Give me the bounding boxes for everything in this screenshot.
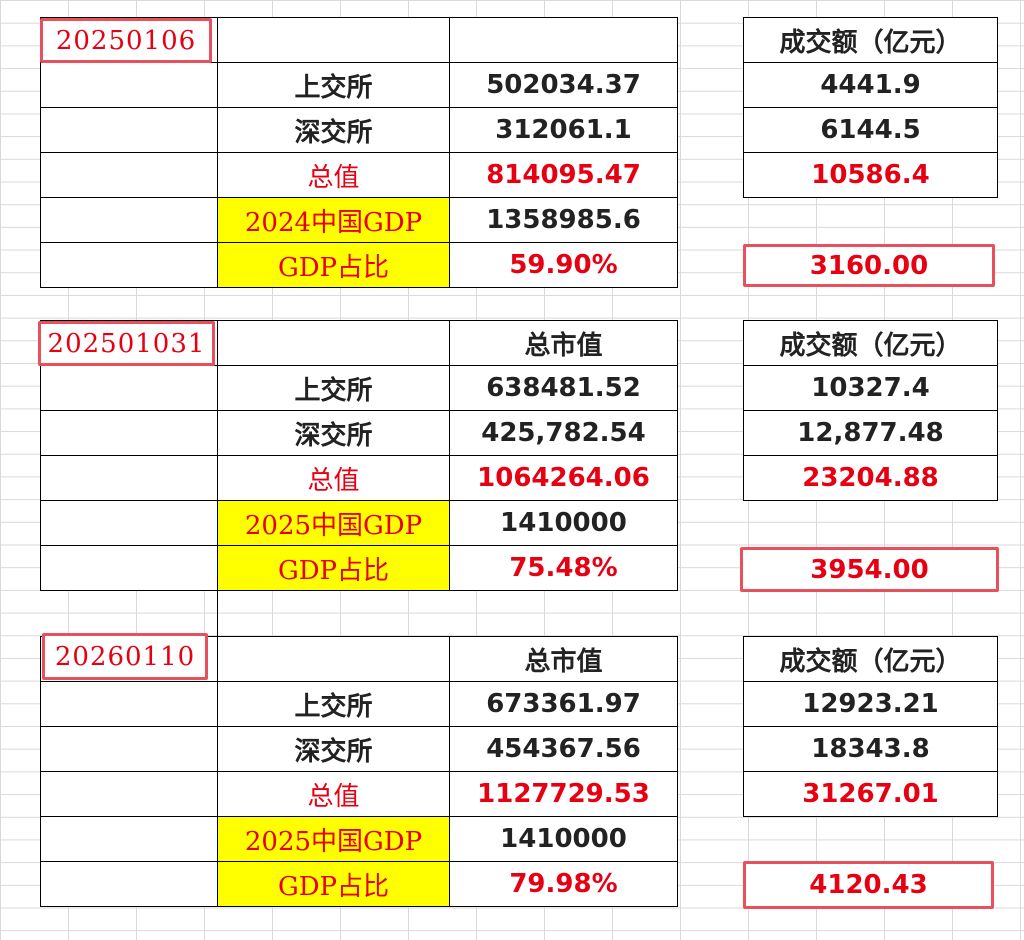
empty-cell — [40, 727, 217, 772]
row-label: 上交所 — [217, 366, 449, 411]
row-label: 深交所 — [217, 727, 449, 772]
turnover-value: 10327.4 — [743, 366, 998, 411]
empty-cell — [40, 546, 217, 591]
empty-cell — [40, 243, 217, 288]
turnover-value: 12923.21 — [743, 682, 998, 727]
ratio-value: 79.98% — [449, 862, 678, 907]
row-label: 上交所 — [217, 682, 449, 727]
gdp-label: 2024中国GDP — [217, 198, 449, 243]
mcap-total: 1064264.06 — [449, 456, 678, 501]
empty-cell — [217, 17, 449, 63]
empty-cell — [40, 108, 217, 153]
empty-cell — [40, 63, 217, 108]
row-label-total: 总值 — [217, 456, 449, 501]
empty-cell — [217, 320, 449, 366]
empty-cell — [217, 636, 449, 682]
gdp-label: 2025中国GDP — [217, 817, 449, 862]
mcap-value: 454367.56 — [449, 727, 678, 772]
empty-cell — [40, 817, 217, 862]
row-label-total: 总值 — [217, 153, 449, 198]
result-highlight-box: 3160.00 — [743, 244, 995, 287]
mcap-value: 425,782.54 — [449, 411, 678, 456]
mcap-value: 502034.37 — [449, 63, 678, 108]
empty-cell — [40, 366, 217, 411]
row-label: 深交所 — [217, 411, 449, 456]
empty-cell — [40, 456, 217, 501]
turnover-total: 10586.4 — [743, 153, 998, 198]
ratio-label: GDP占比 — [217, 862, 449, 907]
empty-cell — [40, 501, 217, 546]
result-highlight-box: 3954.00 — [740, 547, 999, 592]
row-label: 上交所 — [217, 63, 449, 108]
empty-cell — [40, 862, 217, 907]
spacer-cell — [217, 591, 449, 636]
empty-cell — [40, 772, 217, 817]
turnover-header: 成交额（亿元） — [743, 636, 998, 682]
turnover-header: 成交额（亿元） — [743, 17, 998, 63]
gdp-value: 1358985.6 — [449, 198, 678, 243]
gdp-label: 2025中国GDP — [217, 501, 449, 546]
date-highlight-box: 20250106 — [40, 18, 212, 63]
mcap-header: 总市值 — [449, 636, 678, 682]
gdp-value: 1410000 — [449, 501, 678, 546]
ratio-value: 75.48% — [449, 546, 678, 591]
mcap-total: 814095.47 — [449, 153, 678, 198]
empty-cell — [40, 682, 217, 727]
mcap-value: 673361.97 — [449, 682, 678, 727]
mcap-header — [449, 17, 678, 63]
turnover-total: 23204.88 — [743, 456, 998, 501]
mcap-value: 312061.1 — [449, 108, 678, 153]
ratio-label: GDP占比 — [217, 546, 449, 591]
empty-cell — [40, 411, 217, 456]
row-label-total: 总值 — [217, 772, 449, 817]
gdp-value: 1410000 — [449, 817, 678, 862]
ratio-label: GDP占比 — [217, 243, 449, 288]
turnover-value: 12,877.48 — [743, 411, 998, 456]
mcap-value: 638481.52 — [449, 366, 678, 411]
turnover-header: 成交额（亿元） — [743, 320, 998, 366]
result-highlight-box: 4120.43 — [743, 861, 994, 909]
turnover-value: 18343.8 — [743, 727, 998, 772]
turnover-total: 31267.01 — [743, 772, 998, 817]
date-highlight-box: 202501031 — [38, 321, 215, 366]
mcap-total: 1127729.53 — [449, 772, 678, 817]
turnover-value: 4441.9 — [743, 63, 998, 108]
empty-cell — [40, 198, 217, 243]
date-highlight-box: 20260110 — [42, 633, 208, 680]
empty-cell — [40, 153, 217, 198]
turnover-value: 6144.5 — [743, 108, 998, 153]
row-label: 深交所 — [217, 108, 449, 153]
mcap-header: 总市值 — [449, 320, 678, 366]
ratio-value: 59.90% — [449, 243, 678, 288]
